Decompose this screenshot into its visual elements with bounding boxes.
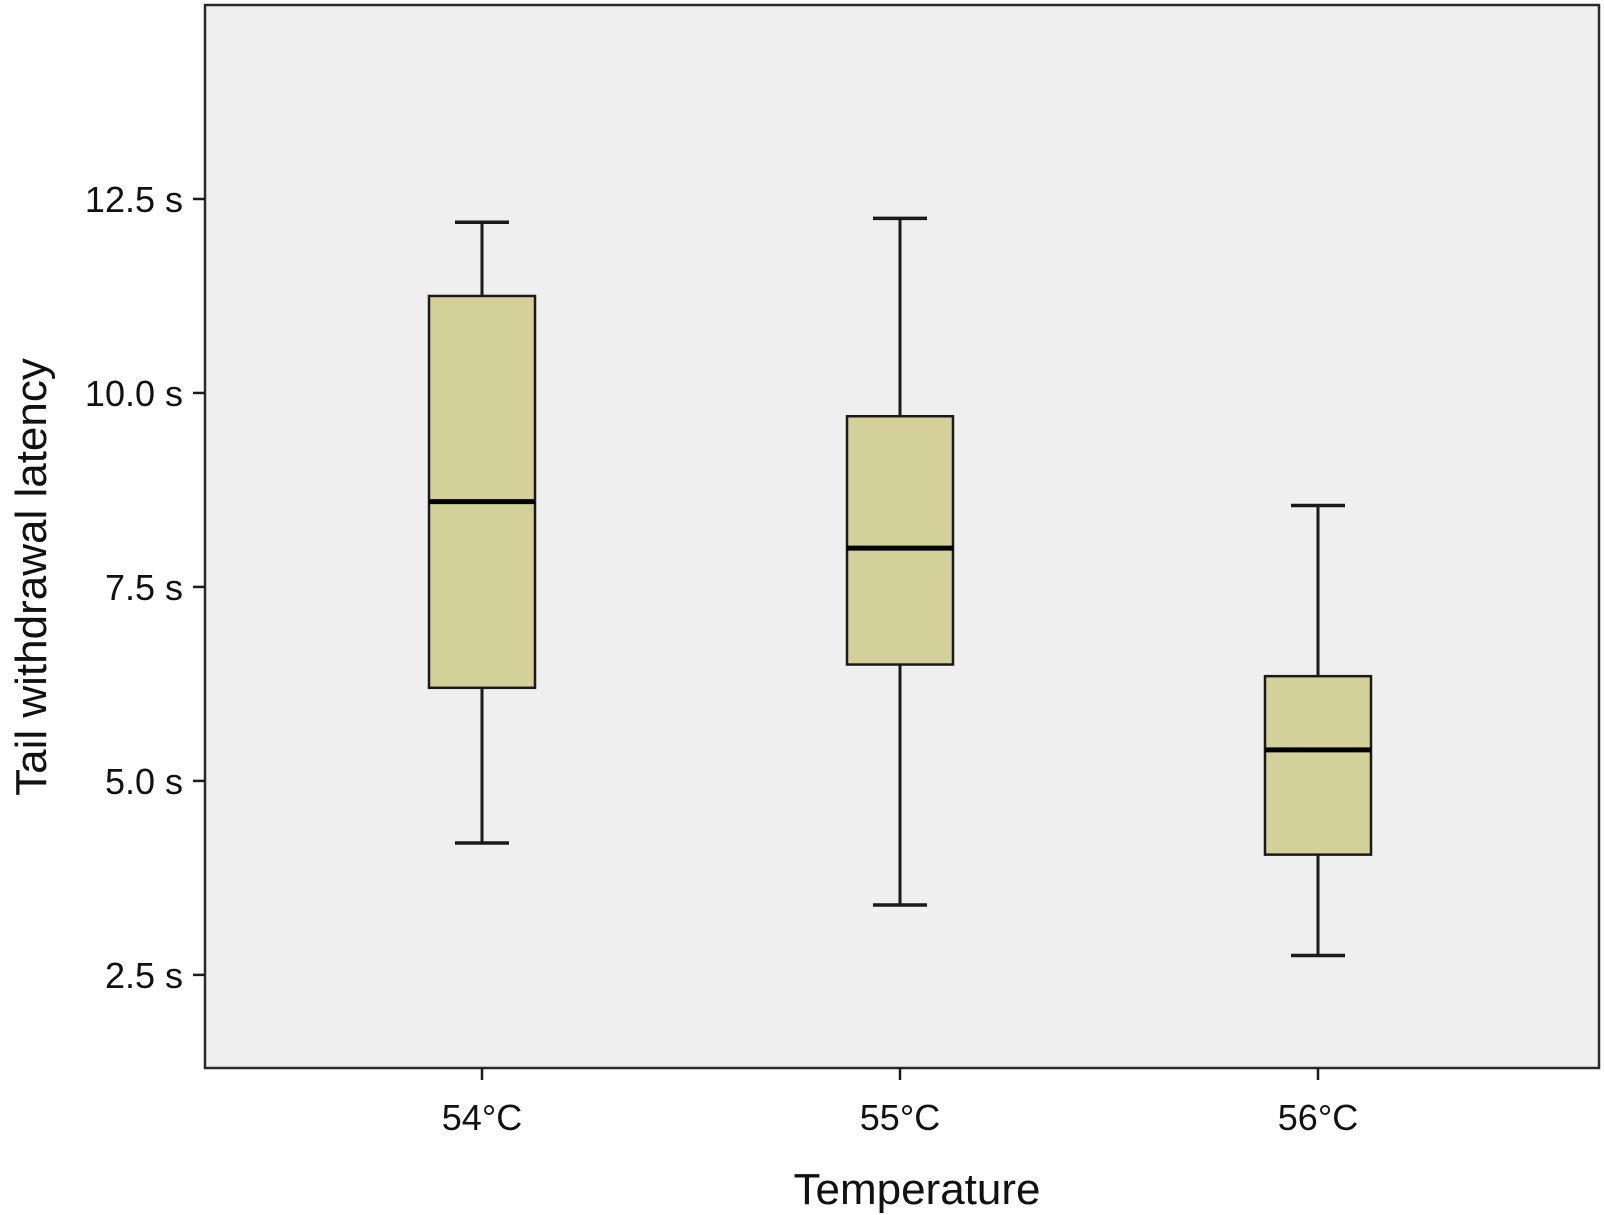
- y-axis-title: Tail withdrawal latency: [7, 358, 56, 796]
- iqr-box: [845, 414, 955, 666]
- x-axis-title: Temperature: [793, 1165, 1040, 1214]
- iqr-box: [1263, 674, 1373, 856]
- y-axis: 2.5 s 5.0 s 7.5 s 10.0 s 12.5 s: [85, 179, 205, 996]
- y-tick-label: 5.0 s: [105, 761, 183, 802]
- iqr-box: [427, 294, 537, 690]
- x-axis: 54°C 55°C 56°C: [442, 1068, 1358, 1138]
- box-2: [845, 216, 955, 907]
- y-tick-label: 7.5 s: [105, 567, 183, 608]
- box-1: [427, 220, 537, 845]
- y-tick-label: 2.5 s: [105, 955, 183, 996]
- box-series: [427, 216, 1373, 958]
- x-tick-label: 55°C: [860, 1097, 940, 1138]
- y-tick-label: 10.0 s: [85, 373, 183, 414]
- y-tick-label: 12.5 s: [85, 179, 183, 220]
- box-3: [1263, 503, 1373, 958]
- x-tick-label: 54°C: [442, 1097, 522, 1138]
- x-tick-label: 56°C: [1278, 1097, 1358, 1138]
